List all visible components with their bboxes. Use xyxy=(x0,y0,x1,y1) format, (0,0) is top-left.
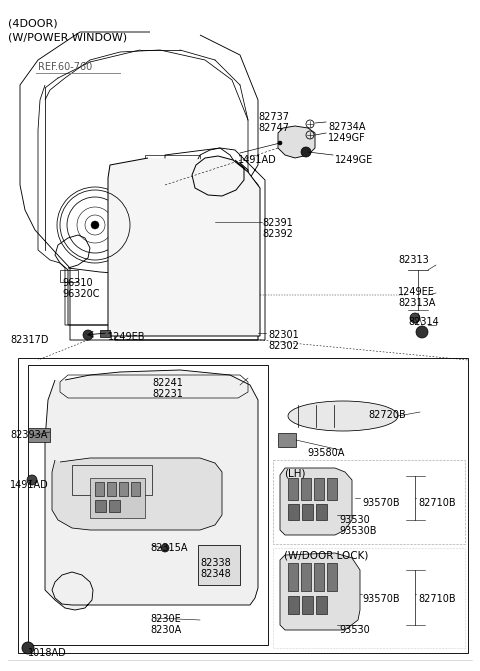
Bar xyxy=(95,500,106,512)
Bar xyxy=(327,478,337,500)
Bar xyxy=(95,482,104,496)
Text: (LH): (LH) xyxy=(284,468,305,478)
Bar xyxy=(288,504,299,520)
Text: 1249EE: 1249EE xyxy=(398,287,435,297)
Circle shape xyxy=(278,141,282,145)
Circle shape xyxy=(410,313,420,323)
Bar xyxy=(165,272,205,286)
Text: 82315A: 82315A xyxy=(150,543,188,553)
Text: 82737: 82737 xyxy=(258,112,289,122)
Bar xyxy=(278,433,296,447)
Text: (W/DOOR LOCK): (W/DOOR LOCK) xyxy=(284,551,368,561)
Bar xyxy=(119,482,128,496)
Text: 8230A: 8230A xyxy=(150,625,181,635)
Bar xyxy=(109,500,120,512)
Ellipse shape xyxy=(288,401,398,431)
Polygon shape xyxy=(108,156,260,336)
Text: 82710B: 82710B xyxy=(418,498,456,508)
Bar xyxy=(302,504,313,520)
Bar xyxy=(18,358,468,653)
Bar xyxy=(316,504,327,520)
Text: 82710B: 82710B xyxy=(418,594,456,604)
Text: 82241: 82241 xyxy=(152,378,183,388)
Text: 82313A: 82313A xyxy=(398,298,435,308)
Circle shape xyxy=(301,147,311,157)
Text: 82302: 82302 xyxy=(268,341,299,351)
Text: 82734A: 82734A xyxy=(328,122,365,132)
Bar xyxy=(198,545,240,585)
Polygon shape xyxy=(280,468,352,535)
Circle shape xyxy=(22,642,34,654)
Text: 96320C: 96320C xyxy=(62,289,99,299)
Bar xyxy=(100,330,110,337)
Text: 82231: 82231 xyxy=(152,389,183,399)
Text: 93580A: 93580A xyxy=(307,448,344,458)
Circle shape xyxy=(83,330,93,340)
Bar xyxy=(60,270,78,282)
Polygon shape xyxy=(278,126,315,158)
Text: REF.60-760: REF.60-760 xyxy=(38,62,92,72)
Text: 82391: 82391 xyxy=(262,218,293,228)
Bar xyxy=(131,482,140,496)
Text: 82348: 82348 xyxy=(200,569,231,579)
Text: 93530: 93530 xyxy=(339,515,370,525)
Text: 93530B: 93530B xyxy=(339,526,376,536)
Bar xyxy=(301,563,311,591)
Bar xyxy=(302,596,313,614)
Bar xyxy=(145,155,200,177)
Text: 82392: 82392 xyxy=(262,229,293,239)
Bar xyxy=(301,478,311,500)
Text: 1249GE: 1249GE xyxy=(335,155,373,165)
Text: 82313: 82313 xyxy=(398,255,429,265)
Circle shape xyxy=(91,221,99,229)
Circle shape xyxy=(161,544,169,552)
Text: 82720B: 82720B xyxy=(368,410,406,420)
Circle shape xyxy=(416,326,428,338)
Text: 82301: 82301 xyxy=(268,330,299,340)
Text: 1249GF: 1249GF xyxy=(328,133,366,143)
Polygon shape xyxy=(52,458,222,530)
Bar xyxy=(314,563,324,591)
Text: 82317D: 82317D xyxy=(10,335,48,345)
Bar xyxy=(273,548,465,648)
Text: 93530: 93530 xyxy=(339,625,370,635)
Bar xyxy=(28,428,50,442)
Polygon shape xyxy=(280,553,360,630)
Text: (W/POWER WINDOW): (W/POWER WINDOW) xyxy=(8,33,127,43)
Bar xyxy=(165,245,205,265)
Bar xyxy=(273,460,465,544)
Bar xyxy=(28,365,268,645)
Bar xyxy=(107,482,116,496)
Circle shape xyxy=(27,475,37,485)
Bar xyxy=(288,563,298,591)
Bar xyxy=(288,478,298,500)
Text: 93570B: 93570B xyxy=(362,498,400,508)
Text: 93570B: 93570B xyxy=(362,594,400,604)
Text: 1018AD: 1018AD xyxy=(28,648,67,658)
Text: 82393A: 82393A xyxy=(10,430,48,440)
Text: 1249EB: 1249EB xyxy=(108,332,145,342)
Text: (4DOOR): (4DOOR) xyxy=(8,18,58,28)
Text: 96310: 96310 xyxy=(62,278,93,288)
Circle shape xyxy=(150,295,160,305)
Text: 82338: 82338 xyxy=(200,558,231,568)
Text: 82314: 82314 xyxy=(408,317,439,327)
Bar xyxy=(314,478,324,500)
Bar xyxy=(327,563,337,591)
Text: 8230E: 8230E xyxy=(150,614,181,624)
Text: 1491AD: 1491AD xyxy=(10,480,49,490)
Text: 1491AD: 1491AD xyxy=(238,155,277,165)
Bar xyxy=(72,465,152,495)
Bar xyxy=(90,478,145,518)
Bar xyxy=(288,596,299,614)
Text: 82747: 82747 xyxy=(258,123,289,133)
Polygon shape xyxy=(45,370,258,610)
Bar xyxy=(316,596,327,614)
